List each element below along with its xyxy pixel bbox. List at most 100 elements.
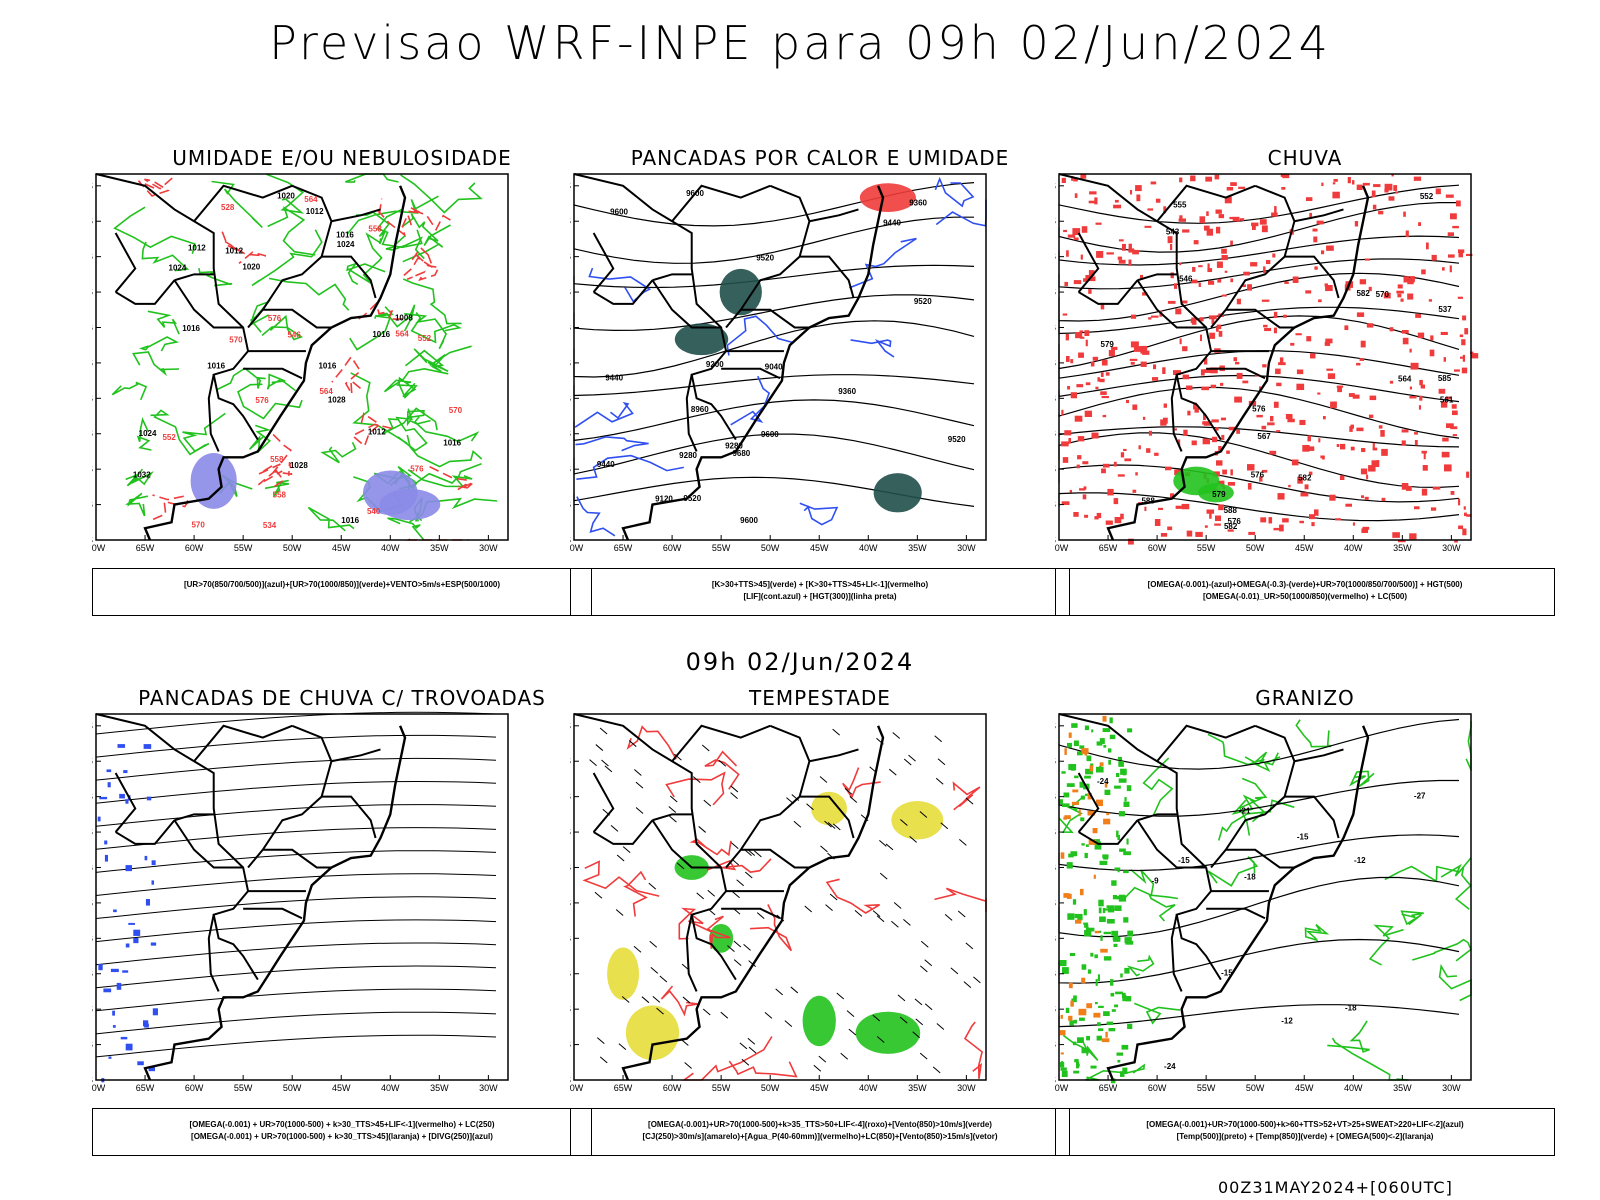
humidity-contour	[125, 492, 149, 517]
map-layers: 12S 15S 18S 21S 24S 27S 30S 33S 36S 39S 42S70W 65W 6…	[92, 711, 509, 1093]
rain-speck	[1094, 516, 1099, 520]
green-speck	[1062, 967, 1069, 974]
contour-label: 585	[1438, 374, 1452, 383]
lon-tick-label: 35W	[908, 1083, 927, 1093]
rain-speck	[1211, 419, 1219, 423]
contour-label: -24	[1097, 777, 1109, 786]
country-border	[193, 184, 293, 222]
green-speck	[1084, 852, 1088, 859]
green-speck	[1093, 839, 1100, 842]
rain-speck	[1441, 451, 1450, 458]
rain-speck	[1372, 204, 1377, 210]
temp850-contour	[1148, 894, 1179, 922]
wind-vector	[747, 1037, 756, 1045]
panel-umidade: UMIDADE E/OU NEBULOSIDADE 1016 1016 1016 10…	[92, 146, 592, 626]
rain-speck	[1336, 444, 1340, 448]
contour-label: 1020	[277, 191, 295, 200]
thickness-contour	[376, 198, 413, 238]
rain-speck	[1356, 184, 1363, 191]
divergence-speck	[125, 1043, 133, 1051]
contour-label: 576	[1251, 470, 1265, 479]
contour-label: 1028	[328, 395, 346, 404]
green-speck	[1123, 870, 1129, 874]
rain-speck	[1333, 179, 1338, 182]
wind-vector	[649, 940, 658, 948]
humidity-contour	[404, 312, 448, 350]
green-speck	[1099, 860, 1108, 866]
rain-speck	[1179, 177, 1183, 183]
wind-vector	[793, 820, 802, 828]
temp850-contour	[1124, 869, 1155, 899]
rain-speck	[1209, 512, 1212, 519]
rain-speck	[1361, 448, 1366, 453]
rain-speck	[1062, 457, 1069, 463]
height-contour	[1058, 876, 1460, 938]
green-speck	[1127, 728, 1133, 733]
green-speck	[1099, 930, 1102, 933]
green-speck	[1103, 1011, 1110, 1017]
green-speck	[1061, 1061, 1064, 1067]
rain-speck	[1435, 188, 1441, 195]
green-speck	[1086, 755, 1092, 762]
rain-speck	[1077, 436, 1085, 442]
lon-tick-label: 50W	[1246, 1083, 1265, 1093]
country-border	[1077, 232, 1100, 293]
rain-speck	[1081, 226, 1088, 233]
rain-speck	[1214, 523, 1221, 526]
rain-speck	[1094, 197, 1098, 205]
rain-speck	[1325, 285, 1333, 292]
thickness-contour	[358, 301, 408, 320]
thickness-contour	[351, 412, 395, 448]
humidity-contour	[147, 310, 180, 335]
rain-speck	[1183, 429, 1188, 436]
rain-speck	[1132, 249, 1139, 255]
contour-label: 9280	[679, 451, 697, 460]
green-speck	[1102, 907, 1106, 914]
rain-speck	[1454, 539, 1458, 543]
rain-speck	[1079, 488, 1086, 491]
rain-speck	[1193, 402, 1197, 410]
lon-tick-label: 30W	[1442, 543, 1461, 553]
green-speck	[1094, 843, 1102, 850]
rain-speck	[1373, 184, 1381, 188]
contour-label: -18	[1345, 1003, 1357, 1012]
rain-speck	[1175, 308, 1182, 315]
rain-speck	[1218, 330, 1223, 337]
lat-tick-label: 33S	[570, 429, 571, 439]
rain-speck	[1200, 369, 1205, 376]
panel-pancadas-calor: PANCADAS POR CALOR E UMIDADE 9680 9600 952…	[570, 146, 1070, 626]
rain-speck	[1220, 382, 1224, 386]
height-contour	[573, 320, 975, 378]
lat-tick-label: 33S	[570, 969, 571, 979]
wind-vector	[848, 1028, 857, 1036]
rain-speck	[1160, 419, 1167, 426]
rain-speck	[1464, 328, 1469, 335]
lon-tick-label: 50W	[283, 1083, 302, 1093]
humidity-contour	[355, 211, 391, 245]
green-speck	[1110, 979, 1114, 986]
contour-label: 9600	[686, 189, 704, 198]
rain-speck	[1381, 448, 1388, 456]
rain-speck	[1182, 346, 1188, 352]
rain-speck	[1391, 174, 1394, 177]
humidity-contour	[125, 468, 154, 487]
green-speck	[1067, 742, 1073, 748]
rain-speck	[1220, 480, 1225, 487]
contour-label: 1016	[182, 324, 200, 333]
map-trovoadas: 12S 15S 18S 21S 24S 27S 30S 33S 36S 39S 42S70W 65W 6…	[92, 711, 509, 1093]
green-speck	[1118, 895, 1127, 902]
wind-vector	[784, 1020, 793, 1028]
rain-speck	[1372, 442, 1375, 449]
rain-speck	[1108, 350, 1115, 357]
green-speck	[1107, 748, 1112, 753]
rain-speck	[1218, 504, 1224, 511]
wind-vector	[914, 998, 923, 1006]
legend-line: [LIF](cont.azul) + [HGT(300)](linha pret…	[743, 592, 897, 601]
rain-speck	[1128, 243, 1132, 251]
lat-tick-label: 21S	[570, 827, 571, 837]
rain-speck	[1215, 515, 1222, 522]
height-contour	[1058, 202, 1459, 253]
wind-vector	[934, 735, 943, 743]
streamline	[95, 734, 497, 758]
lon-tick-label: 60W	[185, 543, 204, 553]
